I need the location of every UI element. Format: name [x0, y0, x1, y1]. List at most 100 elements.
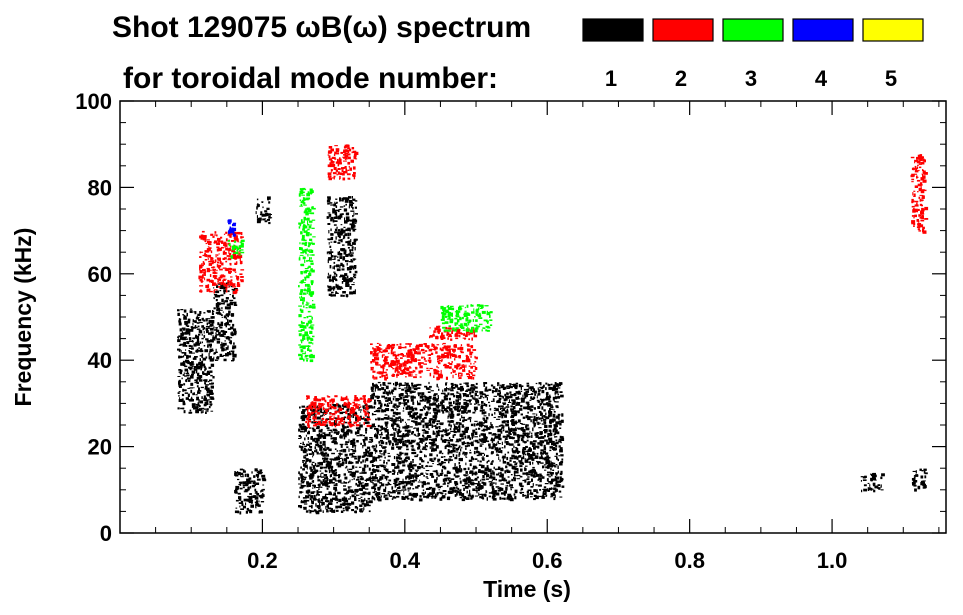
spectral-mark: [332, 422, 337, 424]
spectral-mark: [331, 482, 335, 484]
spectral-mark: [366, 464, 369, 468]
spectral-mark: [351, 474, 356, 478]
spectral-mark: [387, 492, 389, 495]
spectral-mark: [338, 158, 342, 163]
spectral-mark: [552, 469, 555, 471]
spectral-mark: [373, 483, 378, 487]
spectral-mark: [380, 403, 383, 406]
spectral-mark: [264, 210, 268, 213]
spectral-mark: [346, 262, 348, 266]
spectral-mark: [481, 494, 484, 498]
spectral-mark: [354, 206, 357, 209]
spectral-mark: [504, 407, 506, 409]
spectral-mark: [184, 354, 189, 356]
spectral-mark: [561, 458, 564, 461]
spectral-mark: [521, 423, 526, 425]
spectral-mark: [452, 445, 455, 447]
spectral-mark: [426, 399, 430, 402]
spectral-mark: [337, 163, 340, 167]
spectral-mark: [518, 461, 522, 463]
spectral-mark: [196, 315, 198, 318]
spectral-mark: [527, 416, 531, 421]
spectral-mark: [368, 491, 371, 496]
spectral-mark: [333, 176, 335, 180]
spectral-mark: [349, 254, 352, 257]
spectral-mark: [350, 260, 354, 263]
spectral-mark: [517, 427, 522, 430]
spectral-mark: [451, 385, 454, 388]
spectral-mark: [191, 361, 194, 364]
spectral-mark: [332, 278, 334, 283]
spectral-mark: [488, 446, 491, 448]
spectral-mark: [402, 464, 406, 467]
spectral-mark: [453, 434, 456, 436]
spectral-mark: [527, 394, 532, 395]
spectral-mark: [321, 501, 325, 506]
spectral-mark: [917, 485, 921, 490]
spectral-mark: [348, 486, 350, 489]
spectral-mark: [218, 240, 221, 243]
spectral-mark: [418, 474, 421, 476]
spectral-mark: [553, 416, 557, 418]
spectral-mark: [231, 283, 236, 287]
spectral-mark: [527, 411, 529, 414]
spectral-mark: [400, 402, 405, 404]
spectral-mark: [542, 494, 544, 496]
spectral-mark: [369, 479, 372, 483]
spectral-mark: [549, 463, 551, 467]
spectral-mark: [225, 325, 227, 328]
spectral-mark: [518, 482, 523, 486]
spectral-mark: [334, 158, 337, 160]
spectral-mark: [217, 257, 221, 261]
spectral-mark: [212, 348, 214, 351]
spectral-mark: [404, 387, 408, 389]
spectral-mark: [423, 436, 425, 438]
spectral-mark: [505, 423, 509, 427]
spectral-mark: [461, 415, 463, 417]
spectral-mark: [524, 406, 529, 410]
spectral-mark: [469, 391, 472, 395]
spectral-mark: [422, 406, 425, 409]
spectral-mark: [250, 504, 254, 508]
spectral-mark: [333, 492, 336, 496]
spectral-mark: [406, 407, 408, 410]
spectral-mark: [416, 415, 420, 419]
spectral-mark: [554, 466, 557, 468]
spectral-mark: [498, 447, 501, 451]
spectral-mark: [547, 472, 549, 474]
spectral-mark: [349, 241, 351, 243]
spectral-mark: [223, 282, 226, 286]
spectral-mark: [262, 488, 265, 491]
spectral-mark: [447, 415, 449, 419]
spectral-mark: [478, 464, 483, 466]
spectral-mark: [471, 432, 475, 436]
spectral-mark: [233, 342, 235, 345]
spectral-mark: [217, 356, 219, 360]
spectral-mark: [408, 406, 412, 410]
spectral-mark: [305, 510, 309, 513]
spectral-mark: [469, 463, 472, 467]
spectral-mark: [341, 497, 345, 501]
spectral-mark: [183, 410, 186, 414]
spectral-mark: [392, 411, 396, 415]
spectral-mark: [555, 480, 557, 484]
spectral-mark: [344, 476, 348, 480]
spectral-mark: [342, 507, 345, 510]
spectral-mark: [419, 479, 421, 481]
spectral-mark: [336, 457, 340, 461]
spectral-mark: [506, 420, 509, 424]
spectral-mark: [303, 499, 307, 503]
spectral-mark: [341, 281, 344, 284]
spectral-mark: [192, 319, 194, 323]
spectral-mark: [307, 441, 310, 443]
spectral-mark: [412, 421, 416, 423]
spectral-mark: [458, 422, 461, 426]
chart-title: Shot 129075 ωB(ω) spectrum: [112, 11, 531, 44]
spectral-mark: [486, 397, 488, 401]
spectral-mark: [333, 203, 336, 207]
spectral-mark: [209, 396, 213, 399]
spectral-mark: [328, 461, 332, 465]
spectral-mark: [552, 385, 557, 389]
spectral-mark: [537, 442, 541, 445]
spectral-mark: [491, 400, 495, 402]
